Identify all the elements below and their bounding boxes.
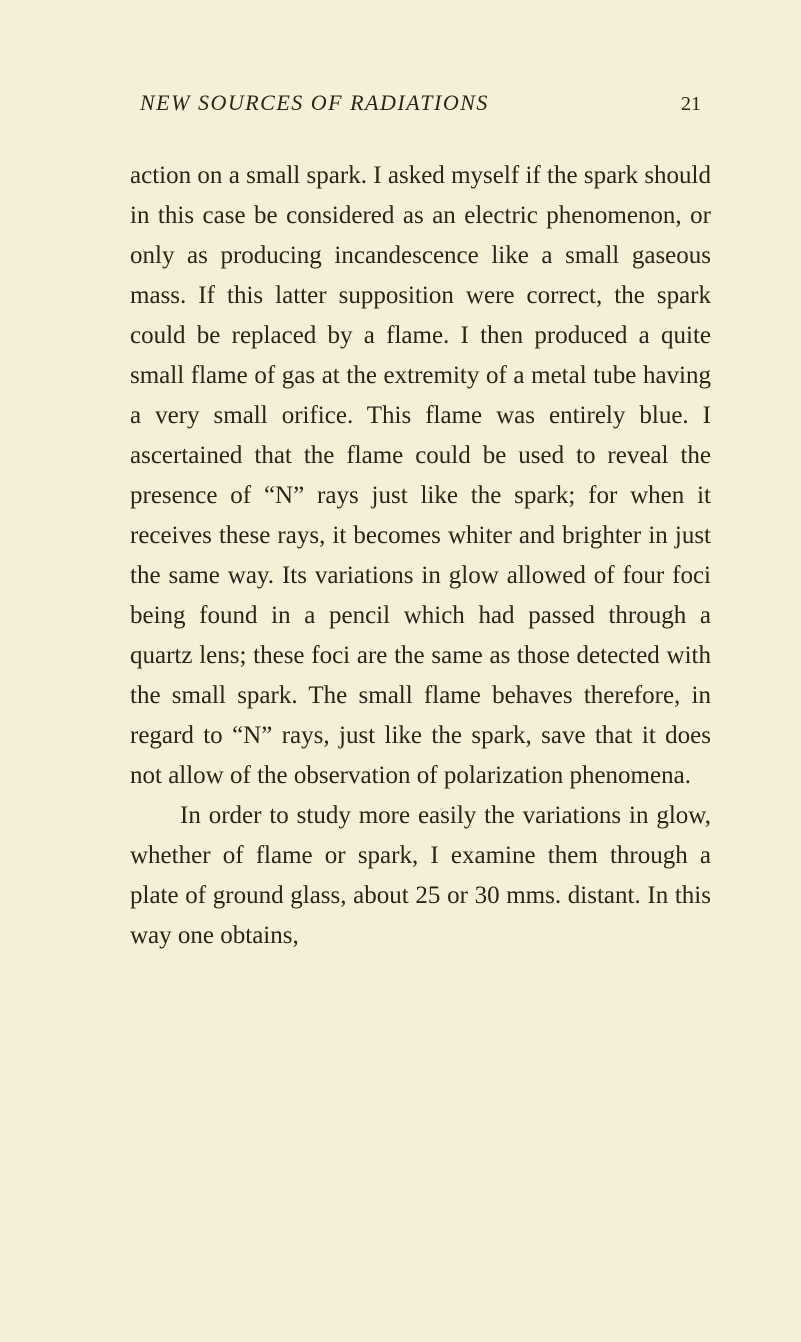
page-number: 21 [681,93,701,116]
page-header: NEW SOURCES OF RADIATIONS 21 [130,90,711,116]
body-text: action on a small spark. I asked myself … [130,156,711,956]
paragraph-2: In order to study more easily the variat… [130,796,711,956]
header-title: NEW SOURCES OF RADIATIONS [140,90,489,116]
paragraph-1: action on a small spark. I asked myself … [130,156,711,796]
